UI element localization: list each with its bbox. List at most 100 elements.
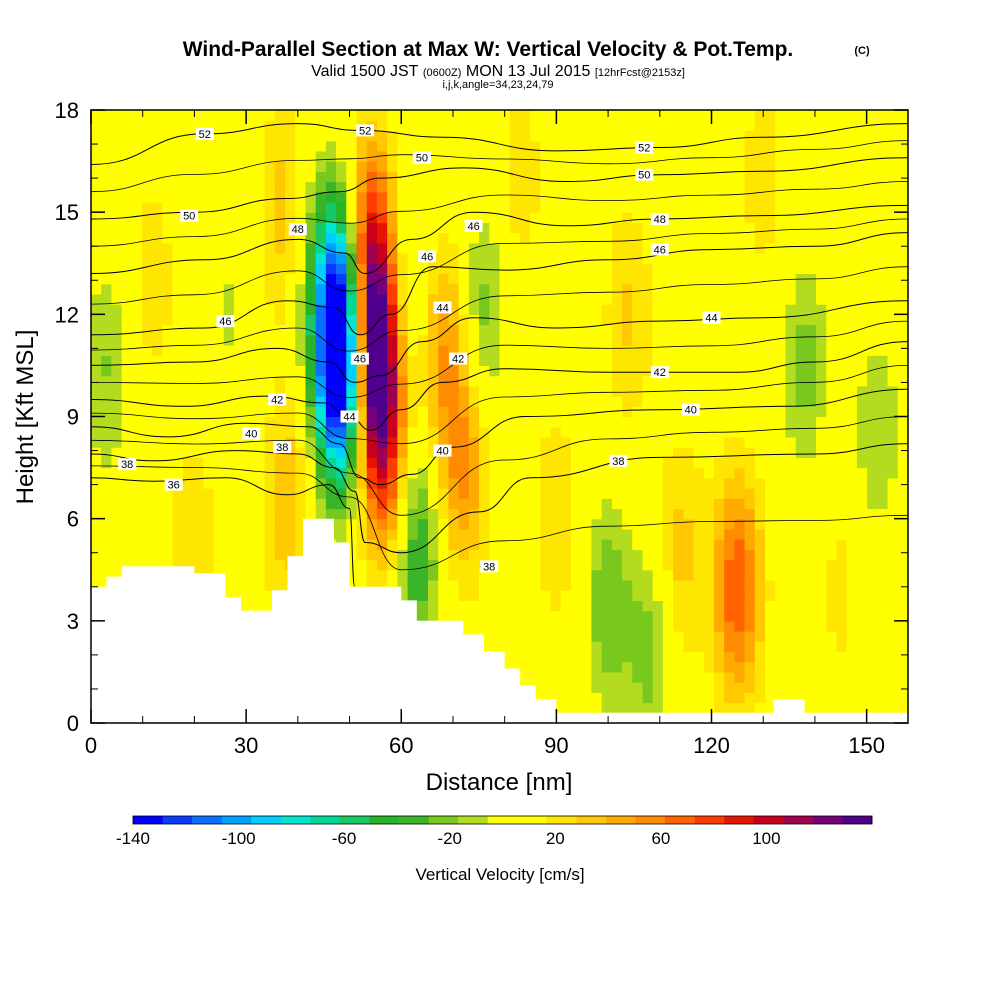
w-field-cell [376, 201, 388, 213]
w-field-cell [795, 508, 807, 520]
w-field-cell [499, 579, 511, 591]
w-field-cell [489, 273, 501, 285]
w-field-cell [325, 488, 337, 499]
w-field-cell [591, 508, 603, 520]
w-field-cell [397, 201, 409, 213]
w-field-cell [448, 130, 460, 142]
w-field-cell [867, 682, 878, 693]
w-field-cell [877, 334, 889, 346]
w-field-cell [867, 375, 878, 387]
w-field-cell [448, 528, 460, 540]
w-field-cell [897, 293, 908, 305]
w-field-cell [172, 110, 184, 121]
w-field-cell [683, 355, 695, 367]
w-field-cell [244, 457, 255, 469]
w-field-cell [152, 457, 164, 469]
w-field-cell [642, 324, 654, 336]
w-field-cell [652, 528, 664, 540]
w-field-cell [826, 273, 838, 285]
w-field-cell [244, 110, 255, 121]
w-field-cell [662, 579, 674, 591]
w-field-cell [530, 181, 541, 193]
w-field-cell [795, 396, 807, 407]
w-field-cell [734, 641, 746, 653]
w-field-cell [734, 559, 746, 571]
w-field-cell [509, 344, 521, 356]
w-field-cell [295, 355, 307, 367]
w-field-cell [111, 222, 123, 234]
w-field-cell [632, 406, 644, 418]
w-field-cell [325, 314, 337, 326]
w-field-cell [673, 304, 684, 315]
w-field-cell [622, 283, 633, 295]
w-field-cell [591, 293, 603, 305]
w-field-cell [468, 385, 480, 397]
w-field-cell [519, 344, 531, 356]
w-field-cell [805, 253, 817, 264]
w-field-cell [417, 416, 429, 428]
w-field-cell [622, 661, 633, 673]
w-field-cell [632, 416, 644, 428]
w-field-cell [254, 600, 266, 612]
w-field-cell [581, 508, 593, 520]
w-field-cell [744, 447, 756, 458]
w-field-cell [305, 140, 317, 152]
w-field-cell [121, 477, 133, 489]
w-field-cell [713, 324, 725, 336]
w-field-cell [305, 181, 317, 193]
w-field-cell [489, 314, 501, 326]
w-field-cell [673, 426, 684, 438]
w-field-cell [805, 579, 817, 591]
w-field-cell [376, 293, 388, 305]
w-field-cell [519, 600, 531, 612]
w-field-cell [560, 539, 572, 550]
w-field-cell [867, 477, 878, 489]
w-field-cell [458, 569, 470, 581]
w-field-cell [642, 334, 654, 346]
w-field-cell [805, 201, 817, 213]
w-field-cell [479, 212, 490, 223]
w-field-cell [846, 110, 858, 121]
w-field-cell [754, 181, 766, 193]
w-field-cell [387, 528, 398, 540]
x-tick-label: 150 [848, 733, 885, 758]
w-field-cell [509, 426, 521, 438]
w-field-cell [805, 181, 817, 193]
w-field-cell [407, 263, 419, 275]
w-field-cell [376, 365, 388, 377]
w-field-cell [315, 436, 327, 448]
theta-contour-minor [91, 140, 908, 193]
w-field-cell [213, 559, 225, 571]
w-field-cell [785, 641, 797, 653]
w-field-cell [264, 232, 276, 244]
w-field-cell [530, 590, 541, 601]
w-field-cell [601, 702, 613, 714]
w-field-cell [91, 518, 102, 530]
w-field-cell [519, 324, 531, 336]
w-field-cell [887, 447, 899, 458]
w-field-cell [816, 539, 827, 550]
w-field-cell [448, 569, 460, 581]
w-field-cell [346, 242, 358, 254]
w-field-cell [877, 467, 889, 479]
w-field-cell [91, 232, 102, 244]
w-field-cell [233, 518, 245, 530]
w-field-cell [560, 161, 572, 172]
w-field-cell [795, 631, 807, 642]
w-field-cell [244, 385, 255, 397]
w-field-cell [673, 692, 684, 704]
w-field-cell [683, 232, 695, 244]
w-field-cell [438, 488, 450, 499]
w-field-cell [785, 569, 797, 581]
w-field-cell [662, 498, 674, 510]
w-field-cell [683, 375, 695, 387]
w-field-cell [417, 406, 429, 418]
w-field-cell [581, 651, 593, 663]
w-field-cell [152, 436, 164, 448]
w-field-cell [662, 375, 674, 387]
w-field-cell [458, 539, 470, 550]
w-field-cell [111, 488, 123, 499]
w-field-cell [683, 130, 695, 142]
w-field-cell [264, 161, 276, 172]
w-field-cell [846, 396, 858, 407]
